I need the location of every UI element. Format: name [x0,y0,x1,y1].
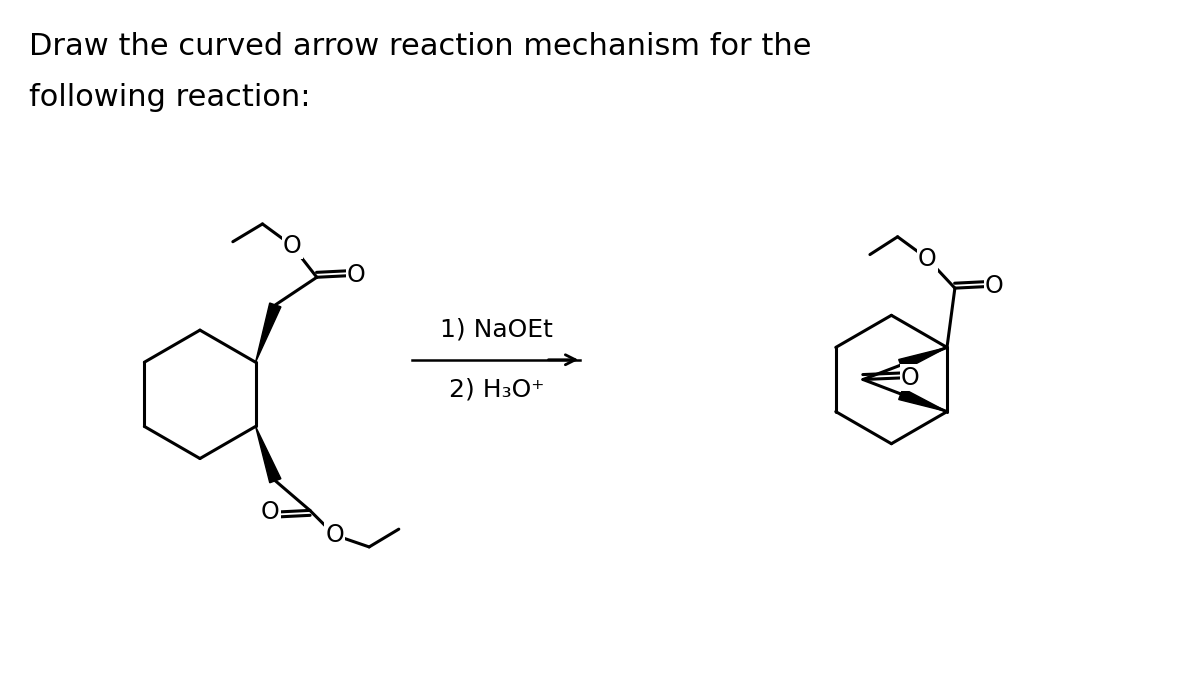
Polygon shape [256,303,281,362]
Text: Draw the curved arrow reaction mechanism for the: Draw the curved arrow reaction mechanism… [29,32,811,61]
Text: O: O [325,523,344,547]
Text: O: O [901,366,920,390]
Text: O: O [918,247,937,271]
Text: O: O [347,263,366,288]
Polygon shape [256,426,281,483]
Text: O: O [283,234,301,258]
Polygon shape [899,388,947,411]
Text: 2) H₃O⁺: 2) H₃O⁺ [449,377,544,401]
Text: O: O [985,274,1003,298]
Text: following reaction:: following reaction: [29,83,311,112]
Text: O: O [262,500,280,524]
Polygon shape [899,347,947,371]
Text: 1) NaOEt: 1) NaOEt [440,318,553,342]
